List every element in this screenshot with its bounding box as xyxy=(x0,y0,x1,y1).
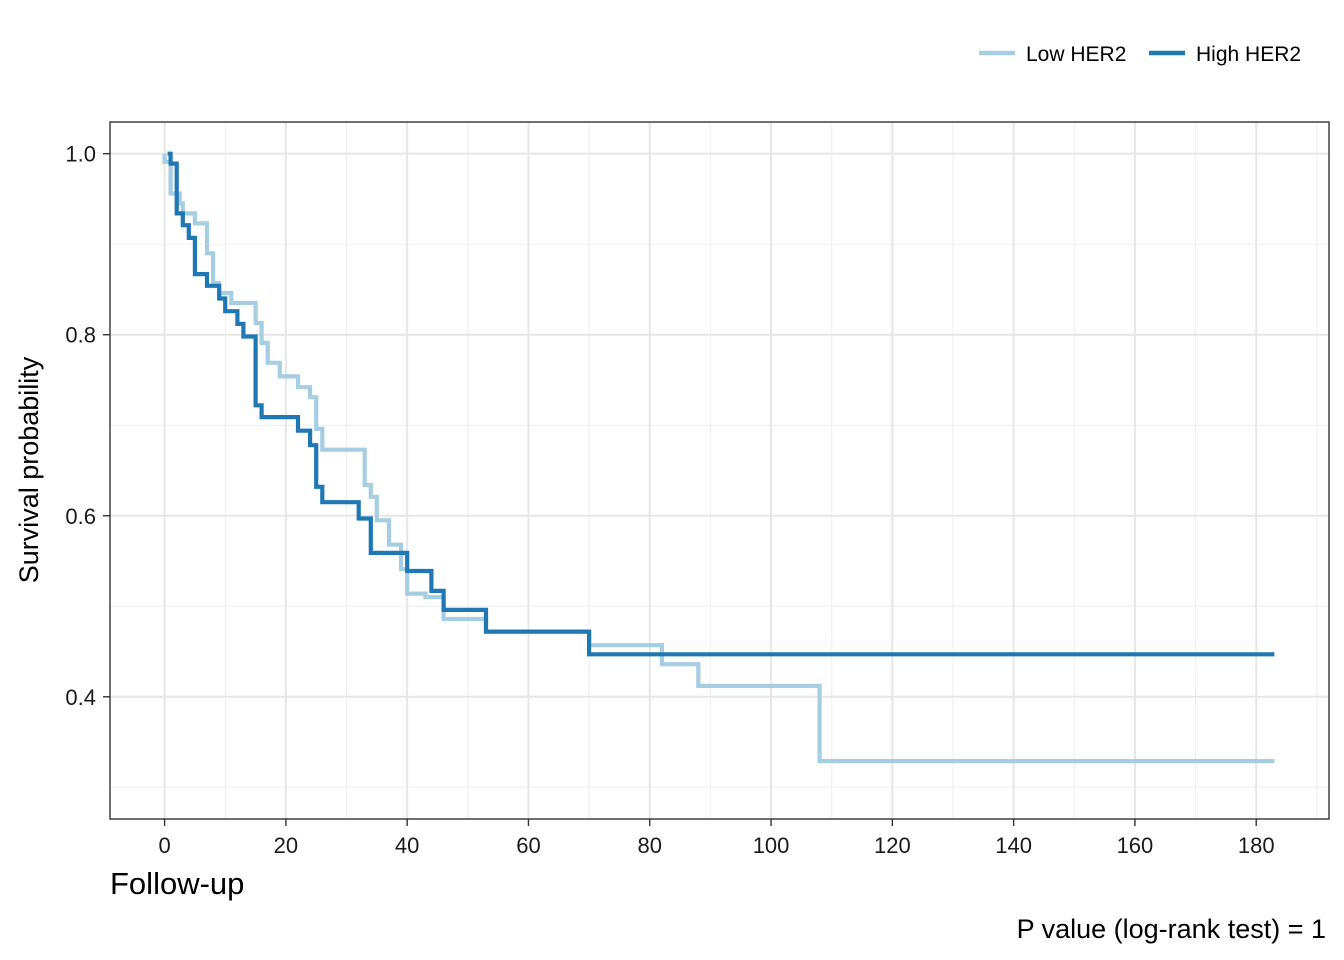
y-axis-title: Survival probability xyxy=(14,356,44,583)
grid-minor xyxy=(110,122,1329,819)
series-line-high-her2 xyxy=(167,151,1275,657)
x-tick-label: 20 xyxy=(274,833,298,858)
x-tick-label: 0 xyxy=(158,833,170,858)
x-tick-label: 120 xyxy=(874,833,911,858)
x-axis: 0 20 40 60 80 100 120 140 160 180 xyxy=(158,819,1275,858)
x-tick-label: 60 xyxy=(516,833,540,858)
x-tick-label: 160 xyxy=(1117,833,1154,858)
series-layer xyxy=(162,151,1275,764)
plot-border xyxy=(109,121,1330,820)
y-tick-label: 0.4 xyxy=(65,685,96,710)
x-tick-label: 140 xyxy=(995,833,1032,858)
x-tick-label: 40 xyxy=(395,833,419,858)
x-axis-title: Follow-up xyxy=(110,866,244,901)
plot-panel xyxy=(110,122,1329,819)
y-axis: 0.4 0.6 0.8 1.0 xyxy=(65,142,110,710)
y-tick-label: 1.0 xyxy=(65,142,96,167)
x-tick-label: 100 xyxy=(753,833,790,858)
y-tick-label: 0.6 xyxy=(65,504,96,529)
x-tick-label: 80 xyxy=(638,833,662,858)
legend: Low HER2 High HER2 xyxy=(979,43,1301,66)
pvalue-annotation: P value (log-rank test) = 1 xyxy=(1017,914,1326,944)
y-tick-label: 0.8 xyxy=(65,323,96,348)
legend-label: High HER2 xyxy=(1196,43,1301,66)
grid-major xyxy=(110,122,1329,819)
legend-label: Low HER2 xyxy=(1026,43,1126,66)
x-tick-label: 180 xyxy=(1238,833,1275,858)
